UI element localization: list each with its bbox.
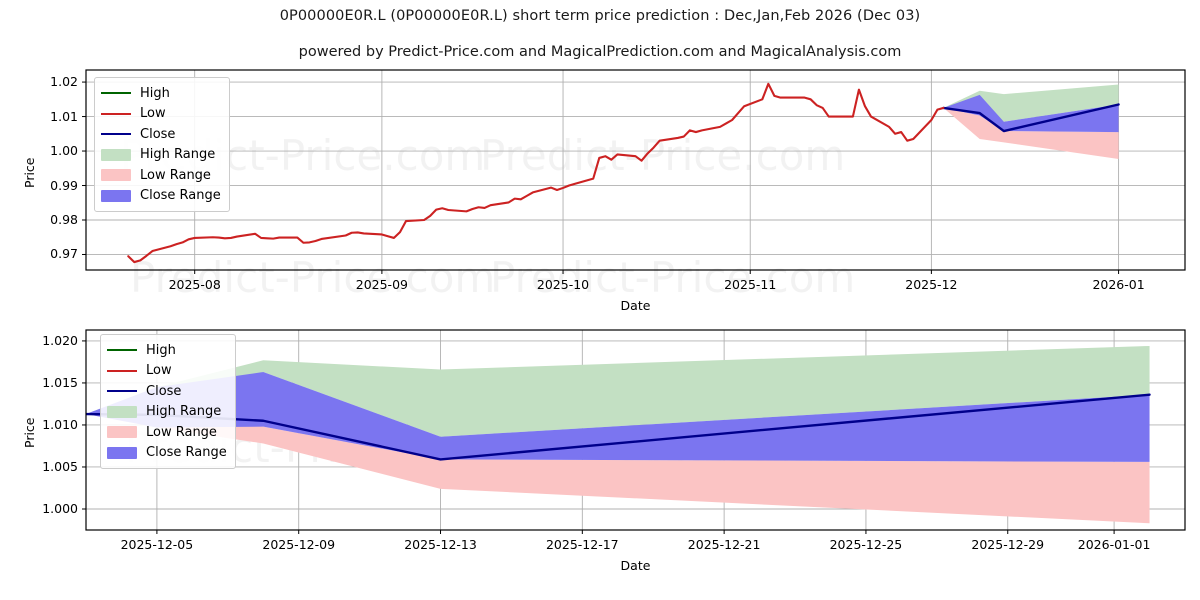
overview-x-tick: 2025-10 <box>536 277 590 292</box>
detail-legend-item[interactable]: High <box>107 340 227 361</box>
legend-label: Close <box>146 383 182 399</box>
overview-legend-item[interactable]: Low Range <box>101 165 221 186</box>
overview-x-tick: 2025-11 <box>724 277 777 292</box>
overview-y-tick: 1.00 <box>50 143 78 159</box>
overview-x-tick: 2026-01 <box>1092 277 1145 292</box>
legend-line-swatch <box>101 92 131 95</box>
detail-legend-item[interactable]: High Range <box>107 402 227 423</box>
detail-y-tick: 1.005 <box>42 458 78 474</box>
overview-legend: High Low Close High Range Low Range Close Ran… <box>94 77 230 212</box>
overview-y-tick: 0.99 <box>50 177 78 193</box>
overview-x-tick: 2025-08 <box>168 277 221 292</box>
overview-x-axis-label: Date <box>620 298 651 313</box>
legend-label: High <box>140 85 170 101</box>
detail-x-tick: 2026-01-01 <box>1077 537 1151 552</box>
detail-x-tick: 2025-12-17 <box>545 537 619 552</box>
detail-y-tick: 1.000 <box>42 500 78 516</box>
overview-y-tick: 1.01 <box>50 108 78 124</box>
overview-x-tick: 2025-09 <box>355 277 408 292</box>
page-subtitle: powered by Predict-Price.com and Magical… <box>298 44 902 60</box>
overview-chart-panel: Predict-Price.com Predict-Price.com Predic… <box>0 60 1200 313</box>
svg-text:Predict-Price.com: Predict-Price.com <box>480 131 845 180</box>
detail-x-tick: 2025-12-29 <box>971 537 1045 552</box>
legend-label: High Range <box>140 147 216 163</box>
overview-chart-svg: Predict-Price.comPredict-Price.comPredic… <box>82 69 1186 302</box>
detail-x-tick: 2025-12-21 <box>687 537 761 552</box>
legend-label: Close Range <box>140 188 221 204</box>
detail-legend-item[interactable]: Low Range <box>107 422 227 443</box>
legend-patch-swatch <box>101 169 131 182</box>
overview-legend-item[interactable]: Close <box>101 124 221 145</box>
overview-legend-item[interactable]: Close Range <box>101 186 221 207</box>
overview-x-tick: 2025-12 <box>905 277 958 292</box>
legend-line-swatch <box>107 369 137 372</box>
legend-line-swatch <box>107 349 137 352</box>
detail-x-tick: 2025-12-13 <box>404 537 477 552</box>
legend-patch-swatch <box>107 446 137 459</box>
detail-chart-svg: Predict-Price.comPredict-Price.comPredic… <box>82 329 1186 534</box>
legend-label: Low Range <box>140 167 211 183</box>
legend-label: Low Range <box>146 424 217 440</box>
legend-label: Close Range <box>146 445 227 461</box>
overview-legend-item[interactable]: Low <box>101 104 221 125</box>
detail-y-tick: 1.015 <box>42 374 78 390</box>
legend-line-swatch <box>107 390 137 393</box>
detail-y-axis-label: Price <box>22 417 37 449</box>
legend-label: Close <box>140 126 176 142</box>
detail-legend-item[interactable]: Low <box>107 361 227 382</box>
overview-y-tick: 1.02 <box>50 74 78 90</box>
legend-label: High Range <box>146 404 222 420</box>
detail-legend-item[interactable]: Close Range <box>107 443 227 464</box>
overview-y-tick: 0.97 <box>50 246 78 262</box>
legend-patch-swatch <box>107 426 137 439</box>
legend-line-swatch <box>101 112 131 115</box>
overview-legend-item[interactable]: High <box>101 83 221 104</box>
page-title: 0P00000E0R.L (0P00000E0R.L) short term p… <box>279 8 921 24</box>
detail-x-axis-label: Date <box>620 558 651 573</box>
overview-y-tick: 0.98 <box>50 212 78 227</box>
detail-y-tick: 1.020 <box>42 332 78 348</box>
legend-patch-swatch <box>101 189 131 202</box>
detail-x-tick: 2025-12-25 <box>829 537 903 552</box>
overview-y-axis-label: Price <box>22 157 37 189</box>
legend-label: Low <box>140 106 166 122</box>
legend-patch-swatch <box>107 405 137 418</box>
legend-label: High <box>146 342 176 358</box>
detail-legend: High Low Close High Range Low Range Close Ran… <box>100 334 236 469</box>
overview-legend-item[interactable]: High Range <box>101 145 221 166</box>
legend-patch-swatch <box>101 148 131 161</box>
detail-x-tick: 2025-12-05 <box>120 537 194 552</box>
detail-y-tick: 1.010 <box>42 416 78 432</box>
detail-chart-panel: Predict-Price.comPredict-Price.comPredic… <box>0 322 1200 600</box>
svg-text:Predict-Price.com: Predict-Price.com <box>130 253 495 302</box>
detail-legend-item[interactable]: Close <box>107 381 227 402</box>
detail-x-tick: 2025-12-09 <box>262 537 336 552</box>
svg-text:Predict-Price.com: Predict-Price.com <box>490 253 855 302</box>
legend-line-swatch <box>101 133 131 136</box>
legend-label: Low <box>146 363 172 379</box>
